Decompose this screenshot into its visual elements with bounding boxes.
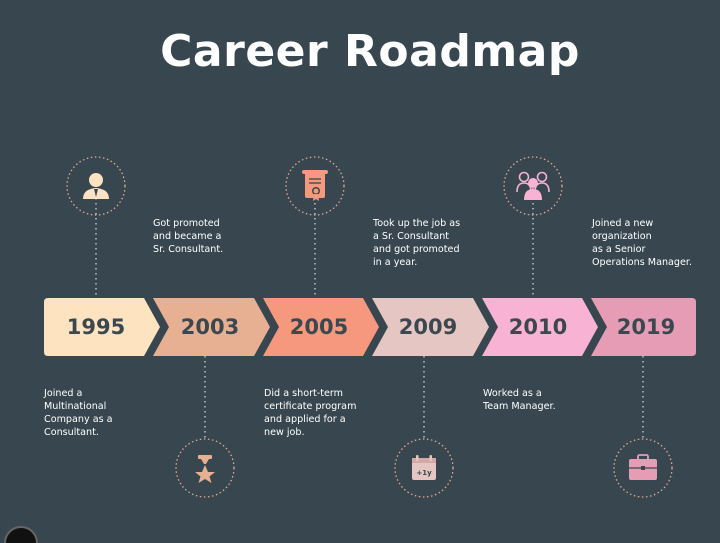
description-2019: Joined a new organization as a Senior Op… <box>592 218 693 268</box>
segment-2009 <box>372 298 489 356</box>
description-2009: Took up the job as a Sr. Consultant and … <box>373 218 461 268</box>
year-label-2005: 2005 <box>289 315 349 339</box>
year-label-2019: 2019 <box>616 315 676 339</box>
briefcase-icon <box>613 438 673 498</box>
certificate-scroll-icon <box>285 156 345 216</box>
calendar-plus-one-year-icon: +1y <box>394 438 454 498</box>
year-label-2010: 2010 <box>508 315 568 339</box>
team-group-icon <box>503 156 563 216</box>
year-label-1995: 1995 <box>66 315 126 339</box>
description-2010: Worked as a Team Manager. <box>483 388 556 412</box>
segment-2005 <box>263 298 379 356</box>
medal-star-icon <box>175 438 235 498</box>
description-2003: Got promoted and became a Sr. Consultant… <box>153 218 224 255</box>
description-1995: Joined a Multinational Company as a Cons… <box>44 388 113 438</box>
year-label-2009: 2009 <box>398 315 458 339</box>
segment-2019 <box>591 298 696 356</box>
consultant-person-icon <box>66 156 126 216</box>
segment-2010 <box>482 298 598 356</box>
svg-text:+1y: +1y <box>416 469 432 477</box>
description-2005: Did a short-term certificate program and… <box>264 388 357 438</box>
year-label-2003: 2003 <box>180 315 240 339</box>
connectors <box>95 188 644 438</box>
segment-1995 <box>44 298 160 356</box>
segment-2003 <box>153 298 270 356</box>
year-segments <box>44 298 696 356</box>
page-title: Career Roadmap <box>160 26 580 77</box>
